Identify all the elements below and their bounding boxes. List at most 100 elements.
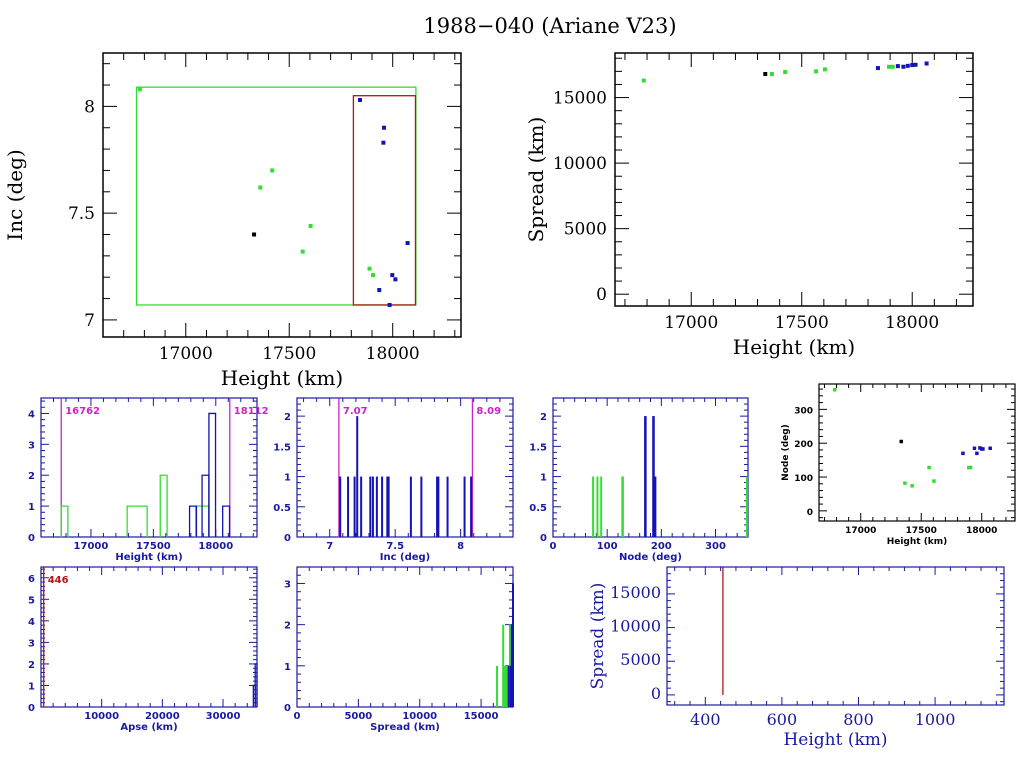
node-vs-height-point-green	[932, 479, 936, 483]
inc-histogram-x-tick-label: 7	[326, 541, 333, 552]
inc-vs-height-point-blue	[382, 125, 387, 130]
node-vs-height-x-tick-label: 18000	[966, 526, 997, 536]
spread-vs-height-point-green	[769, 71, 774, 76]
spread-histogram-x-tick-label: 15000	[464, 711, 499, 722]
inc-histogram-marker-label: 8.09	[476, 406, 501, 417]
node-vs-height-point-green	[967, 465, 971, 470]
inc-vs-height-point-green	[371, 273, 376, 278]
inc-vs-height-point-blue	[387, 302, 392, 307]
spread-vs-height-x-label: Height (km)	[733, 335, 855, 359]
node-vs-height-point-green	[910, 484, 914, 488]
spread-histogram-y-tick-label: 1	[284, 662, 291, 673]
spread-histogram-y-tick-label: 0	[284, 703, 291, 714]
node-histogram-y-tick-label: 2	[540, 412, 547, 423]
node-vs-height-point-green	[832, 388, 837, 392]
figure-title: 1988−040 (Ariane V23)	[423, 14, 677, 38]
spread-vs-height-low-frame	[666, 566, 1005, 706]
apse-histogram-bar-blue	[254, 663, 258, 707]
spread-histogram-y-tick-label: 2	[284, 621, 291, 632]
inc-vs-height-y-tick-label: 7	[84, 311, 95, 331]
spread-histogram-y-tick-label: 3	[284, 579, 291, 590]
apse-histogram-x-tick-label: 30000	[206, 711, 241, 722]
spread-histogram-x-tick-label: 10000	[402, 711, 437, 722]
spread-vs-height-x-tick-label: 17500	[775, 313, 829, 333]
spread-vs-height-low-y-label: Spread (km)	[588, 583, 608, 690]
height-histogram-bar-blue	[222, 505, 231, 537]
apse-histogram-x-label: Apse (km)	[120, 722, 177, 733]
height-histogram-y-tick-label: 3	[28, 440, 35, 451]
apse-histogram-y-tick-label: 3	[28, 638, 35, 649]
spread-vs-height-point-green	[887, 64, 892, 69]
spread-vs-height-low-y-tick-label: 0	[651, 684, 661, 703]
inc-histogram-x-tick-label: 8	[457, 541, 464, 552]
spread-histogram-x-label: Spread (km)	[370, 722, 440, 733]
node-histogram-y-tick-label: 1.5	[529, 442, 547, 453]
node-vs-height-frame	[818, 383, 1016, 522]
inc-vs-height-chart: 17000 17500 18000 7 7.5 8 Height (km) Inc (deg)	[3, 52, 462, 390]
spread-vs-height-point-blue	[901, 64, 906, 69]
inc-vs-height-point-blue	[358, 97, 363, 102]
spread-vs-height-frame	[614, 52, 974, 307]
node-vs-height-point-black	[899, 439, 904, 444]
height-histogram-y-tick-label: 2	[28, 471, 35, 482]
inc-vs-height-y-tick-label: 8	[84, 97, 95, 117]
inc-vs-height-point-green	[270, 168, 275, 173]
height-histogram-y-tick-label: 0	[28, 533, 35, 544]
node-histogram-y-tick-label: 1	[540, 473, 547, 484]
inc-vs-height-point-green	[258, 185, 263, 190]
inc-vs-height-x-tick-label: 17000	[159, 344, 213, 364]
inc-histogram-y-tick-label: 1.5	[273, 442, 291, 453]
inc-histogram-y-tick-label: 0	[284, 533, 291, 544]
height-histogram-marker-label: 16762	[65, 406, 100, 417]
spread-histogram-frame	[296, 566, 514, 708]
node-vs-height-point-green	[927, 465, 931, 470]
inc-histogram-y-tick-label: 2	[284, 412, 291, 423]
spread-vs-height-low-x-tick-label: 800	[843, 710, 874, 729]
inc-histogram-y-tick-label: 0.5	[273, 503, 291, 514]
spread-vs-height-point-green	[814, 69, 819, 74]
red-range-box	[352, 95, 417, 306]
inc-vs-height-point-green	[137, 87, 142, 92]
spread-vs-height-low-y-tick-label: 15000	[610, 583, 661, 602]
spread-vs-height-low-x-tick-label: 600	[767, 710, 798, 729]
height-histogram-x-label: Height (km)	[115, 552, 182, 563]
node-vs-height-point-green	[903, 481, 907, 485]
node-histogram-y-tick-label: 0	[540, 533, 547, 544]
apse-histogram-y-tick-label: 2	[28, 660, 35, 671]
height-histogram-bar-green	[126, 505, 148, 537]
inc-vs-height-point-blue	[405, 241, 410, 246]
inc-vs-height-point-blue	[377, 288, 382, 293]
node-histogram-x-tick-label: 0	[550, 541, 557, 552]
inc-vs-height-x-label: Height (km)	[221, 366, 343, 390]
spread-vs-height-low-x-tick-label: 1000	[915, 710, 956, 729]
green-range-box	[135, 86, 417, 306]
node-histogram-frame	[552, 397, 749, 538]
apse-histogram-chart: 10000 20000 30000 0 1 2 3 4 5 6 Apse (km) 446	[28, 566, 258, 733]
node-vs-height-point-blue	[975, 451, 979, 456]
node-vs-height-y-tick-label: 100	[794, 474, 813, 484]
node-histogram-y-tick-label: 0.5	[529, 503, 547, 514]
spread-histogram-x-tick-label: 5000	[344, 711, 372, 722]
spread-vs-height-point-blue	[913, 62, 918, 67]
spread-vs-height-point-blue	[875, 66, 880, 71]
spread-vs-height-point-blue	[924, 61, 929, 66]
height-histogram-y-tick-label: 4	[28, 409, 35, 420]
inc-vs-height-x-tick-label: 17500	[262, 344, 316, 364]
inc-histogram-y-tick-label: 1	[284, 473, 291, 484]
apse-histogram-frame	[40, 566, 258, 708]
height-histogram-bar-blue	[188, 505, 198, 537]
inc-vs-height-point-blue	[390, 273, 395, 278]
inc-histogram-frame	[296, 397, 514, 538]
spread-histogram-chart: 0 5000 10000 15000 0 1 2 3 Spread (km)	[284, 566, 514, 733]
spread-vs-height-y-tick-label: 0	[596, 285, 607, 305]
node-histogram-x-label: Node (deg)	[619, 552, 682, 563]
node-vs-height-point-blue	[978, 446, 982, 450]
node-vs-height-x-tick-label: 17500	[906, 526, 937, 536]
height-histogram-x-tick-label: 17000	[74, 541, 109, 552]
apse-histogram-y-tick-label: 6	[28, 574, 35, 585]
spread-vs-height-low-x-label: Height (km)	[783, 730, 887, 750]
spread-vs-height-low-y-tick-label: 10000	[610, 617, 661, 636]
inc-vs-height-point-black	[252, 232, 257, 237]
